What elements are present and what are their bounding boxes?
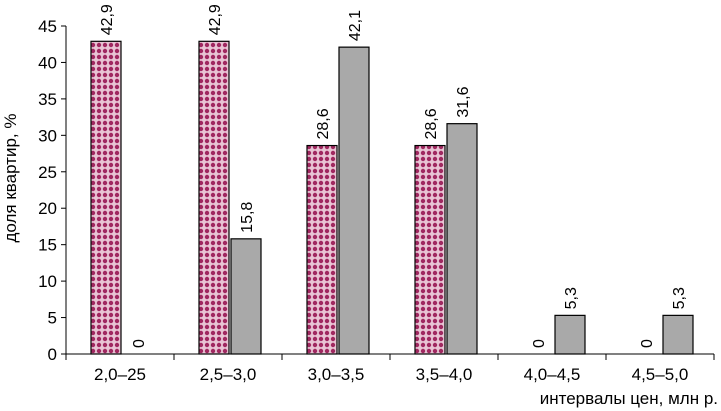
x-tick-label: 2,0–25 <box>94 365 146 384</box>
bar-series-1 <box>414 144 446 355</box>
bar-series-1 <box>306 144 338 355</box>
y-tick-label: 35 <box>38 90 57 109</box>
y-tick-label: 5 <box>48 309 57 328</box>
data-label: 28,6 <box>423 108 440 139</box>
data-label: 42,9 <box>207 4 224 35</box>
data-label: 0 <box>531 339 548 348</box>
bar-series-2 <box>338 46 370 355</box>
data-label: 42,1 <box>347 10 364 41</box>
data-label: 31,6 <box>455 86 472 117</box>
y-tick-label: 40 <box>38 53 57 72</box>
bar-series-1 <box>90 40 122 355</box>
y-tick-label: 0 <box>48 345 57 364</box>
y-tick-label: 45 <box>38 17 57 36</box>
y-tick-label: 30 <box>38 126 57 145</box>
y-tick-label: 25 <box>38 163 57 182</box>
x-tick-label: 3,0–3,5 <box>308 365 365 384</box>
x-tick-label: 2,5–3,0 <box>200 365 257 384</box>
bar-series-2 <box>446 123 478 355</box>
data-label: 5,3 <box>671 287 688 309</box>
y-tick-label: 20 <box>38 199 57 218</box>
axes-layer: 0 5 10 15 20 25 30 35 40 45 2,0–25 2,5–3,0 3,0–3,5 3,… <box>38 17 715 384</box>
data-label: 42,9 <box>99 4 116 35</box>
y-axis-title: доля квартир, % <box>1 114 20 243</box>
x-tick-label: 4,5–5,0 <box>632 365 689 384</box>
bar-series-2 <box>554 314 586 355</box>
data-label: 0 <box>131 339 148 348</box>
data-label: 15,8 <box>239 202 256 233</box>
data-label: 5,3 <box>563 287 580 309</box>
labels-layer: 42,9 42,9 28,6 28,6 0 0 0 15,8 42,1 31,6 5,3 5,3 <box>99 4 688 348</box>
y-tick-label: 15 <box>38 236 57 255</box>
bar-series-2 <box>230 238 262 355</box>
bar-series-2 <box>662 314 694 355</box>
data-label: 28,6 <box>315 108 332 139</box>
bars-layer <box>90 40 694 355</box>
data-label: 0 <box>639 339 656 348</box>
x-tick-label: 4,0–4,5 <box>524 365 581 384</box>
y-tick-label: 10 <box>38 272 57 291</box>
x-axis-title: интервалы цен, млн р. <box>540 389 718 408</box>
x-tick-label: 3,5–4,0 <box>416 365 473 384</box>
bar-series-1 <box>198 40 230 355</box>
